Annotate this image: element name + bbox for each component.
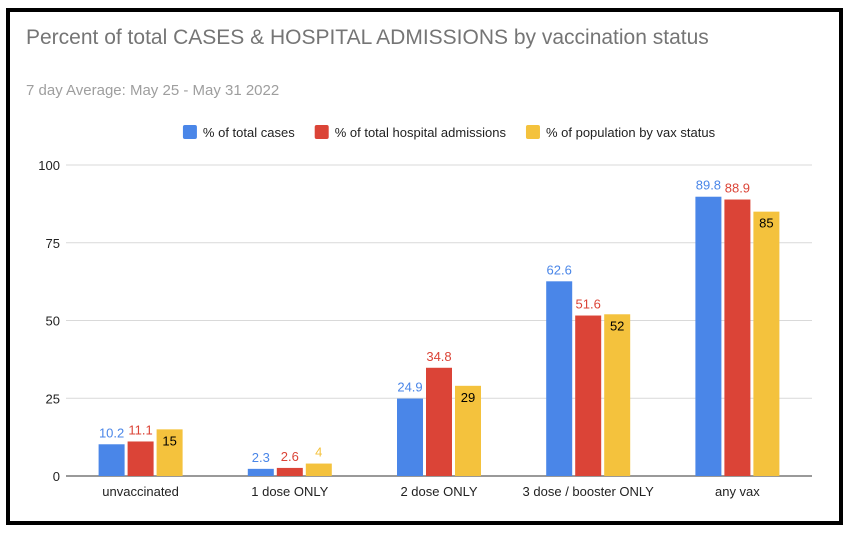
y-tick-label: 100 — [38, 158, 60, 173]
bar — [127, 441, 154, 476]
x-axis-ticks: unvaccinated 1 dose ONLY 2 dose ONLY 3 dose… — [102, 484, 760, 499]
data-label: 34.8 — [426, 349, 451, 364]
x-tick-label: 3 dose / booster ONLY — [523, 484, 655, 499]
legend-label: % of total hospital admissions — [335, 125, 507, 140]
bar — [575, 315, 602, 476]
y-tick-label: 75 — [46, 236, 60, 251]
data-label: 89.8 — [696, 178, 721, 193]
data-label: 4 — [315, 445, 322, 460]
chart-title: Percent of total CASES & HOSPITAL ADMISS… — [26, 26, 709, 49]
data-label: 15 — [162, 433, 176, 448]
data-label: 24.9 — [397, 380, 422, 395]
x-tick-label: 1 dose ONLY — [251, 484, 328, 499]
data-label: 11.1 — [128, 422, 152, 437]
bar — [604, 314, 631, 476]
data-label: 29 — [461, 390, 475, 405]
data-label: 2.6 — [281, 449, 299, 464]
bars — [98, 196, 780, 477]
y-axis-ticks: 0 25 50 75 100 — [38, 158, 60, 484]
bar — [305, 463, 332, 476]
bar — [753, 211, 780, 476]
bar — [156, 429, 183, 476]
bar — [724, 199, 751, 476]
y-tick-label: 0 — [53, 469, 60, 484]
bar — [276, 467, 303, 476]
legend-label: % of population by vax status — [546, 125, 716, 140]
legend-swatch — [525, 125, 540, 139]
bar — [546, 281, 573, 476]
bar — [455, 385, 481, 476]
data-labels: 10.2 11.1 15 2.3 2.6 4 24.9 34.8 29 62.6 51.6 52 89.… — [99, 178, 774, 465]
data-label: 85 — [759, 216, 773, 231]
data-label: 10.2 — [99, 425, 124, 440]
bar — [695, 196, 722, 477]
y-tick-label: 50 — [46, 314, 60, 329]
bar — [397, 398, 423, 476]
bar — [98, 444, 125, 476]
legend-swatch — [182, 125, 197, 139]
x-tick-label: any vax — [715, 484, 760, 499]
data-label: 88.9 — [725, 181, 750, 196]
legend-swatch — [314, 125, 329, 139]
data-label: 2.3 — [252, 450, 270, 465]
data-label: 62.6 — [547, 262, 572, 277]
legend: % of total cases % of total hospital admi… — [182, 125, 716, 140]
y-tick-label: 25 — [46, 391, 60, 406]
gridlines — [66, 164, 812, 477]
data-label: 51.6 — [576, 297, 601, 312]
data-label: 52 — [610, 318, 624, 333]
bar — [426, 367, 452, 476]
chart-subtitle: 7 day Average: May 25 - May 31 2022 — [26, 82, 280, 99]
legend-label: % of total cases — [203, 125, 295, 140]
bar — [247, 468, 274, 476]
x-tick-label: unvaccinated — [102, 484, 179, 499]
x-tick-label: 2 dose ONLY — [400, 484, 477, 499]
